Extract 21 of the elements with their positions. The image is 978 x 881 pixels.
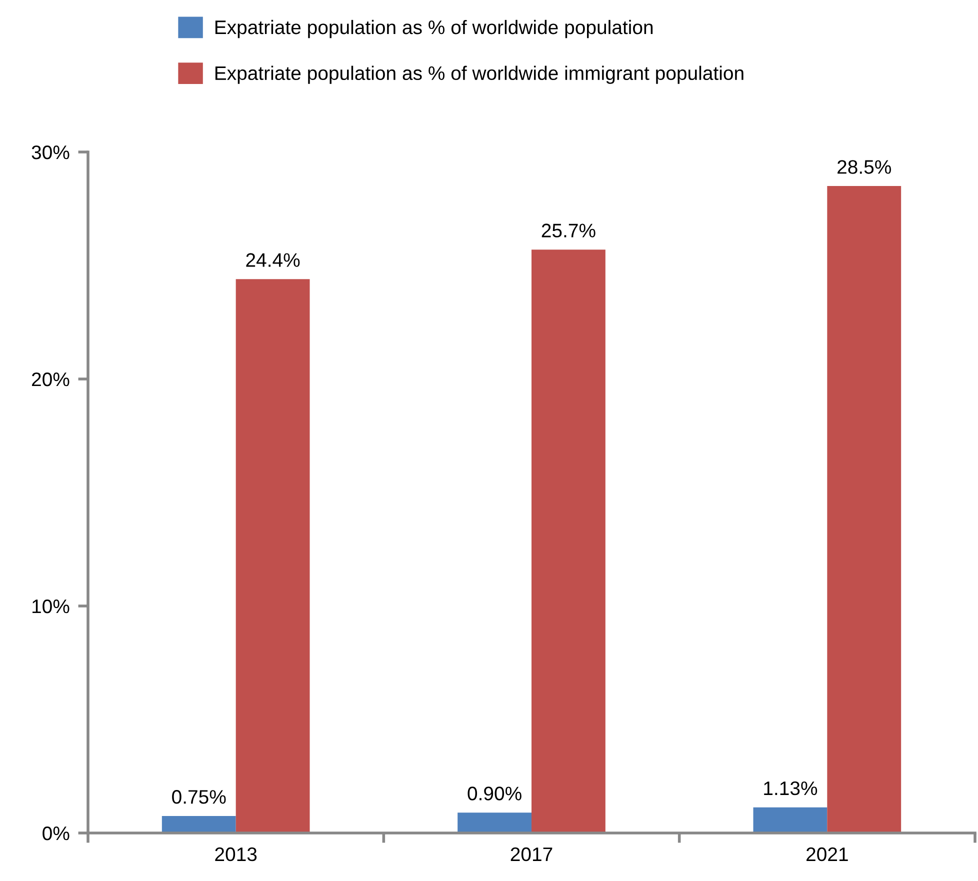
y-tick-label: 0% — [42, 826, 70, 840]
data-label: 0.90% — [468, 786, 522, 800]
data-label: 1.13% — [764, 781, 818, 796]
y-tick-label: 10% — [32, 599, 70, 614]
bar — [236, 279, 310, 833]
legend-label: Expatriate population as % of worldwide population — [215, 20, 653, 38]
x-tick-label: 2021 — [806, 847, 848, 862]
y-tick-label: 30% — [32, 145, 70, 160]
bar — [458, 812, 532, 833]
bar — [827, 186, 902, 833]
data-label: 0.75% — [172, 790, 226, 804]
data-label: 28.5% — [838, 160, 891, 174]
bar — [753, 807, 828, 833]
x-tick-label: 2013 — [215, 847, 257, 862]
bar — [532, 250, 606, 833]
bar — [162, 816, 236, 833]
data-label: 25.7% — [542, 224, 596, 238]
y-tick-label: 20% — [32, 372, 70, 386]
data-label: 24.4% — [246, 253, 300, 267]
legend-label: Expatriate population as % of worldwide immigrant population — [215, 66, 744, 84]
x-tick-label: 2017 — [510, 847, 552, 862]
